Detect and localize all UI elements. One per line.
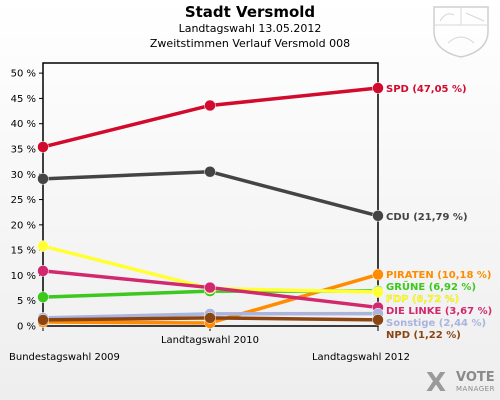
y-tick-label: 30 % bbox=[11, 170, 36, 181]
series-end-label: FDP (6,72 %) bbox=[386, 294, 459, 305]
data-point bbox=[37, 265, 49, 277]
series-end-label: PIRATEN (10,18 %) bbox=[386, 270, 492, 281]
data-point bbox=[204, 281, 216, 294]
votemanager-logo: X VOTE MANAGER bbox=[426, 370, 500, 396]
series-end-label: SPD (47,05 %) bbox=[386, 84, 467, 95]
series-end-label: DIE LINKE (3,67 %) bbox=[386, 306, 492, 317]
y-tick-label: 20 % bbox=[11, 220, 36, 231]
chart-subtitle-2: Zweitstimmen Verlauf Versmold 008 bbox=[149, 37, 351, 50]
series-line bbox=[41, 86, 380, 149]
nrw-coat-of-arms-icon bbox=[430, 3, 492, 59]
y-tick-label: 10 % bbox=[11, 271, 36, 282]
y-tick-label: 45 % bbox=[11, 94, 36, 105]
data-point bbox=[204, 99, 216, 112]
data-point bbox=[372, 210, 384, 222]
chart-subtitle: Landtagswahl 13.05.2012 bbox=[178, 22, 322, 35]
data-point bbox=[204, 312, 216, 324]
y-tick-label: 40 % bbox=[11, 119, 36, 130]
series-end-label: Sonstige (2,44 %) bbox=[386, 318, 486, 329]
data-point bbox=[372, 82, 384, 94]
series-line bbox=[41, 169, 380, 218]
y-tick-label: 35 % bbox=[11, 144, 36, 155]
data-point bbox=[372, 286, 384, 298]
y-tick-label: 25 % bbox=[11, 195, 36, 206]
data-point bbox=[37, 240, 49, 252]
data-point bbox=[37, 141, 49, 153]
x-tick-label: Bundestagswahl 2009 bbox=[9, 352, 120, 363]
data-point bbox=[37, 314, 49, 326]
y-tick-label: 5 % bbox=[17, 296, 36, 307]
data-point bbox=[37, 173, 49, 185]
x-tick-label: Landtagswahl 2010 bbox=[161, 335, 259, 346]
data-point bbox=[37, 291, 49, 303]
series-end-label: NPD (1,22 %) bbox=[386, 330, 461, 341]
y-tick-label: 0 % bbox=[17, 322, 36, 333]
x-tick-label: Landtagswahl 2012 bbox=[312, 352, 410, 363]
series-end-label: GRÜNE (6,92 %) bbox=[386, 279, 476, 293]
logo-word-vote: VOTE bbox=[456, 370, 495, 385]
logo-mark: X bbox=[426, 368, 447, 398]
logo-word-manager: MANAGER bbox=[456, 385, 495, 393]
data-point bbox=[204, 165, 216, 178]
data-point bbox=[372, 268, 384, 281]
series-end-label: CDU (21,79 %) bbox=[386, 212, 468, 223]
data-point bbox=[372, 314, 384, 326]
y-tick-label: 50 % bbox=[11, 69, 36, 80]
chart-title: Stadt Versmold bbox=[184, 3, 316, 21]
y-tick-label: 15 % bbox=[11, 246, 36, 257]
